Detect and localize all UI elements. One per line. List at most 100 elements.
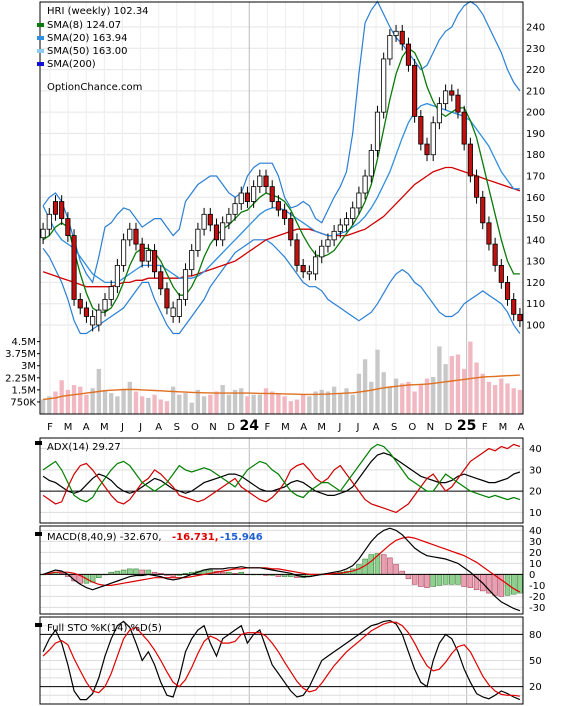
- sto-title: Full STO %K(14) %D(5): [47, 623, 162, 634]
- panel-frame-main: [39, 1, 524, 415]
- volume-tick-label: 750K: [10, 397, 36, 408]
- candle-up: [108, 286, 114, 300]
- candle-up: [121, 239, 127, 266]
- price-tick-label: 120: [526, 278, 545, 289]
- volume-bar: [226, 394, 232, 414]
- candle-down: [405, 43, 412, 66]
- macd-tick-label: 0: [529, 570, 535, 581]
- volume-bar: [331, 386, 337, 414]
- candle-down: [294, 239, 300, 266]
- volume-bar: [189, 402, 194, 414]
- candle-down: [52, 201, 59, 215]
- candle-up: [436, 103, 442, 124]
- macd-histogram-bar: [418, 574, 424, 587]
- candle-up: [189, 250, 195, 271]
- volume-bar: [201, 396, 207, 414]
- candle-up: [114, 264, 120, 288]
- macd-histogram-bar: [436, 574, 443, 586]
- x-tick-label: S: [391, 422, 397, 433]
- x-tick-label: J: [138, 422, 142, 433]
- volume-bar: [455, 354, 461, 414]
- volume-bar: [301, 394, 306, 414]
- candle-down: [300, 264, 306, 273]
- x-tick-label: 24: [240, 418, 260, 434]
- macd-histogram-bar: [145, 569, 152, 575]
- macd-histogram-bar: [455, 574, 461, 585]
- volume-bar: [313, 391, 318, 414]
- volume-bar: [263, 388, 269, 414]
- volume-bar: [115, 396, 120, 414]
- candle-up: [356, 192, 362, 209]
- macd-tick-label: 20: [529, 548, 542, 559]
- volume-bar: [245, 396, 250, 414]
- legend-swatch: [37, 62, 44, 66]
- candle-down: [449, 90, 455, 96]
- x-tick-label: J: [120, 422, 124, 433]
- macd-histogram-bar: [430, 574, 436, 587]
- legend-label: SMA(20) 163.94: [47, 33, 128, 44]
- candle-up: [331, 230, 337, 241]
- x-tick-label: F: [265, 422, 271, 433]
- candle-up: [182, 269, 189, 300]
- panel-frame-adx: [39, 437, 524, 524]
- candle-up: [40, 228, 46, 239]
- candle-down: [59, 201, 65, 219]
- price-tick-label: 110: [526, 299, 545, 310]
- volume-tick-label: 2.25M: [5, 373, 36, 384]
- macd-line: [42, 527, 521, 612]
- candle-up: [443, 90, 449, 105]
- price-tick-label: 240: [526, 23, 545, 34]
- volume-bar: [133, 391, 139, 414]
- price-tick-label: 150: [526, 214, 545, 225]
- candle-up: [381, 58, 387, 113]
- volume-bar: [474, 362, 479, 414]
- candle-down: [467, 143, 473, 177]
- candle-up: [220, 222, 226, 241]
- bollinger-upper-line: [42, 0, 521, 284]
- candle-down: [473, 175, 480, 198]
- candle-up: [319, 245, 325, 258]
- sto-tick-label: 50: [529, 656, 542, 667]
- sto-legend-swatch: [35, 623, 42, 627]
- macd-histogram-bar: [127, 568, 133, 575]
- price-tick-label: 180: [526, 150, 545, 161]
- adx-title: ADX(14) 29.27: [47, 442, 121, 453]
- volume-bar: [369, 381, 374, 414]
- volume-bar: [270, 391, 275, 414]
- candle-up: [430, 122, 436, 156]
- chart-labels: HRI (weekly) 102.34 SMA(8) 124.07 SMA(20) …: [35, 6, 263, 634]
- legend-swatch: [37, 49, 44, 53]
- x-tick-label: M: [100, 422, 109, 433]
- candle-up: [312, 256, 319, 275]
- volume-bar: [375, 349, 380, 414]
- candle-up: [337, 224, 343, 232]
- volume-bar: [164, 401, 170, 414]
- macd-histogram-bar: [380, 554, 387, 575]
- volume-bar: [177, 394, 182, 414]
- volume-bar: [121, 389, 126, 414]
- candle-down: [455, 94, 461, 113]
- price-tick-label: 200: [526, 108, 545, 119]
- x-tick-label: F: [482, 422, 488, 433]
- candle-down: [486, 222, 492, 245]
- candle-up: [232, 203, 238, 215]
- volume-bar: [78, 386, 83, 414]
- volume-tick-label: 3.75M: [5, 349, 36, 360]
- volume-bar: [505, 383, 510, 414]
- volume-bar: [393, 378, 399, 414]
- candle-down: [412, 64, 418, 117]
- volume-bar: [214, 391, 219, 414]
- x-tick-label: A: [155, 422, 162, 433]
- candle-up: [176, 299, 182, 317]
- candle-down: [71, 235, 77, 300]
- x-tick-label: D: [445, 422, 453, 433]
- volume-bar: [239, 388, 244, 414]
- price-tick-label: 220: [526, 65, 545, 76]
- volume-bar: [71, 385, 77, 414]
- volume-bar: [325, 391, 331, 414]
- x-tick-label: A: [300, 422, 307, 433]
- candle-up: [325, 239, 331, 247]
- adx-series-line: [42, 443, 521, 503]
- candle-down: [263, 175, 269, 188]
